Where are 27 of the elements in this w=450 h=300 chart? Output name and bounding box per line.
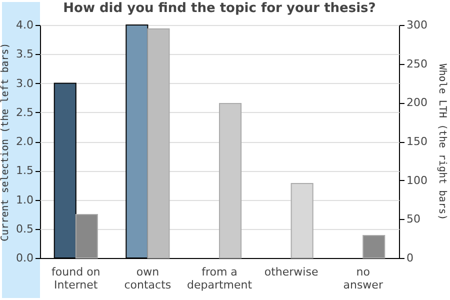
y-tick-label: 3.0 bbox=[16, 76, 34, 90]
y2-tick-label: 250 bbox=[406, 57, 428, 70]
y-tick-label: 0.5 bbox=[16, 222, 34, 236]
y2-tick-label: 100 bbox=[406, 174, 428, 187]
bar bbox=[75, 214, 98, 258]
bar bbox=[219, 102, 242, 258]
y-tick-label: 3.5 bbox=[16, 48, 34, 61]
y2-tick-label: 200 bbox=[406, 96, 428, 110]
y-tick-label: 0.0 bbox=[16, 252, 34, 264]
x-tick-label: from a department bbox=[186, 266, 253, 292]
x-tick-label: otherwise bbox=[264, 266, 318, 278]
y-tick-label: 4.0 bbox=[16, 18, 34, 32]
x-tick-label: no answer bbox=[343, 266, 384, 292]
y-tick-label: 1.5 bbox=[16, 164, 34, 178]
y2-tick-label: 150 bbox=[406, 135, 428, 148]
y-tick-label: 1.0 bbox=[16, 193, 34, 206]
x-tick-label: found on Internet bbox=[52, 266, 100, 292]
chart-title: How did you find the topic for your thesis? bbox=[63, 1, 376, 16]
y-axis-title: Current selection (the left bars) bbox=[0, 42, 12, 242]
y2-tick-label: 50 bbox=[406, 212, 420, 226]
y2-tick-label: 300 bbox=[406, 18, 428, 32]
y2-axis-title: Whole LTH (the right bars) bbox=[436, 64, 448, 220]
y-tick-label: 2.5 bbox=[16, 106, 34, 119]
bar bbox=[362, 234, 386, 258]
y2-tick-label: 0 bbox=[406, 252, 414, 264]
y-tick-label: 2.0 bbox=[16, 135, 34, 148]
x-tick-label: own contacts bbox=[124, 266, 172, 292]
